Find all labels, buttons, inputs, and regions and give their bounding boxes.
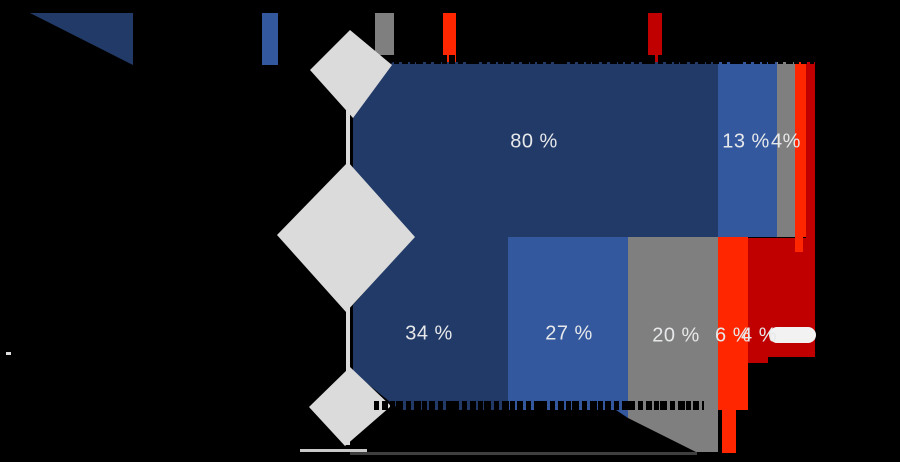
- label-top-navy: 80 %: [510, 130, 558, 153]
- flow-bright-red-tail: [722, 410, 736, 453]
- segment-top-dark-red: [806, 62, 815, 238]
- segment-top-bright-red: [795, 62, 806, 237]
- segment-bottom-blue: [508, 237, 628, 410]
- segment-navy: [353, 62, 718, 410]
- label-top-gray: 4%: [771, 130, 801, 153]
- segment-top-gray: [777, 62, 795, 237]
- white-pill: [769, 327, 816, 343]
- label-bottom-navy: 34 %: [405, 322, 453, 345]
- small-dash: [6, 352, 11, 355]
- illegible-text-row-bottom: [374, 401, 704, 410]
- diamond-top: [310, 30, 392, 118]
- legend-swatch-dark-red: [648, 13, 662, 62]
- diamond-bottom: [309, 367, 391, 446]
- label-bottom-dark-red: 4 %: [741, 324, 777, 347]
- flow-bright-red-sliver: [795, 237, 803, 252]
- legend-swatch-bright-red: [443, 13, 456, 62]
- legend-swatch-medium-blue: [262, 13, 278, 65]
- baseline-light: [300, 449, 367, 452]
- segment-bottom-bright-red: [718, 237, 748, 410]
- label-bottom-bright-red: 6 %: [715, 324, 751, 347]
- label-top-blue: 13 %: [722, 130, 770, 153]
- legend-swatch-dark-navy: [30, 13, 133, 65]
- baseline-dark: [350, 452, 697, 455]
- illegible-text-row-top: [394, 55, 814, 64]
- diamond-middle: [277, 162, 415, 312]
- segment-top-blue: [718, 62, 777, 237]
- flow-gray-tail: [628, 410, 718, 452]
- segment-bottom-gray: [628, 237, 718, 410]
- label-bottom-gray: 20 %: [652, 324, 700, 347]
- legend-swatch-gray: [375, 13, 394, 55]
- label-bottom-blue: 27 %: [545, 322, 593, 345]
- flow-blue-tail: [616, 410, 628, 418]
